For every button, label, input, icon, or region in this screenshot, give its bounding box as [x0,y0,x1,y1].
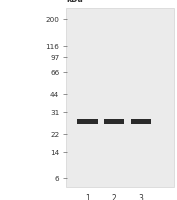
Bar [78,119,98,124]
Text: 66: 66 [50,69,59,75]
Bar [66,9,174,187]
Text: 22: 22 [50,131,59,137]
Text: 97: 97 [50,54,59,60]
Text: 2: 2 [112,193,116,200]
Text: 14: 14 [50,150,59,155]
Text: 3: 3 [138,193,143,200]
Text: 200: 200 [45,17,59,23]
Text: 44: 44 [50,91,59,97]
Text: kDa: kDa [66,0,83,4]
Text: 116: 116 [45,44,59,50]
Text: 1: 1 [85,193,90,200]
Bar [104,119,124,124]
Bar [130,119,151,124]
Text: 31: 31 [50,109,59,115]
Text: 6: 6 [55,175,59,181]
